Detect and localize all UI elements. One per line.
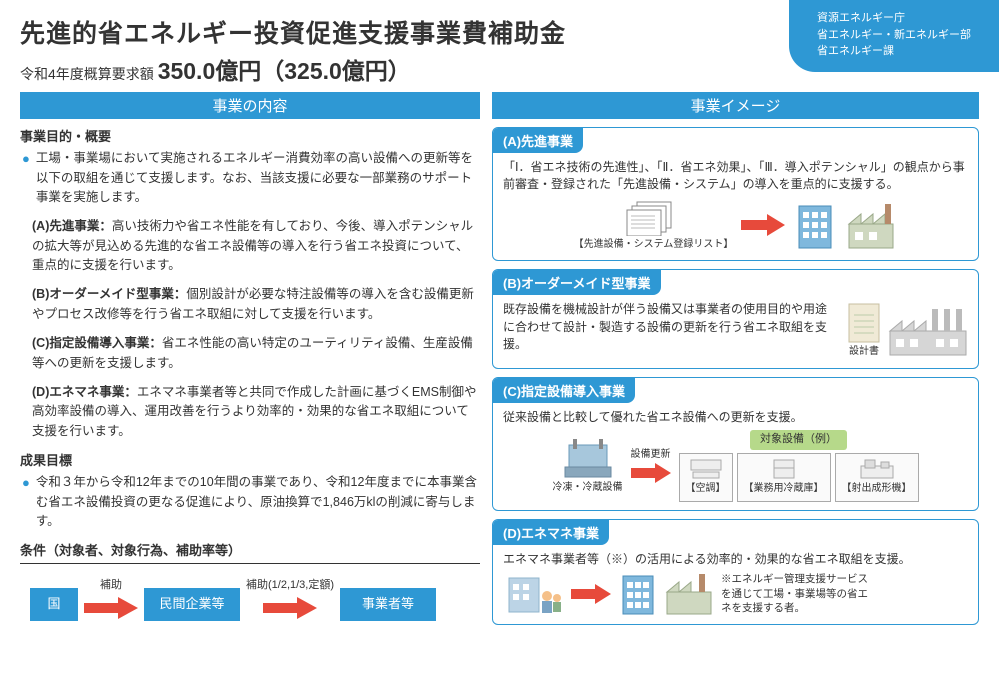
fridge-icon: [770, 458, 798, 480]
equip-fridge-label: 【業務用冷蔵庫】: [744, 482, 824, 497]
right-column: 事業イメージ (A)先進事業 「Ⅰ．省エネ技術の先進性」、「Ⅱ．省エネ効果」、「…: [492, 92, 979, 633]
card-d-text: エネマネ事業者等（※）の活用による効率的・効果的な省エネ取組を支援。: [503, 551, 968, 568]
flow-node-business: 事業者等: [340, 570, 436, 620]
arrow-right-icon: [571, 583, 611, 605]
card-d-body: エネマネ事業者等（※）の活用による効率的・効果的な省エネ取組を支援。: [493, 545, 978, 624]
building-icon: [793, 200, 837, 250]
card-c-body: 従来設備と比較して優れた省エネ設備への更新を支援。 冷凍・冷蔵設備 設備更新: [493, 403, 978, 510]
equip-fridge: 【業務用冷蔵庫】: [737, 453, 831, 502]
factory-icon: [845, 200, 897, 250]
flow-arrow-2: 補助(1/2,1/3,定額): [246, 577, 334, 621]
card-c-illustration: 冷凍・冷蔵設備 設備更新 対象設備（例） 【空調】: [503, 430, 968, 501]
arrow-right-icon: [741, 213, 785, 237]
paragraph-c: (C)指定設備導入事業：省エネ性能の高い特定のユーティリティ設備、生産設備等への…: [32, 334, 480, 373]
card-d-note: ※エネルギー管理支援サービスを通じて工場・事業場等の省エネを支援する者。: [721, 572, 871, 616]
flow-box-business: 事業者等: [340, 588, 436, 620]
arrow-right-icon: [84, 595, 138, 621]
arrow-right-icon: [263, 595, 317, 621]
card-a-caption: 【先進設備・システム登録リスト】: [574, 238, 734, 253]
flow-box-country: 国: [30, 588, 78, 620]
card-c-text: 従来設備と比較して優れた省エネ設備への更新を支援。: [503, 409, 968, 426]
flow-node-private: 民間企業等: [144, 570, 240, 620]
goals-text: 令和３年から令和12年までの10年間の事業であり、令和12年度までに本事業含む省…: [36, 473, 480, 531]
flow-label-subsidy: 補助: [100, 577, 122, 593]
equip-aircon: 【空調】: [679, 453, 733, 502]
par-b-lead: (B)オーダーメイド型事業：: [32, 287, 186, 301]
aircon-icon: [689, 458, 723, 480]
card-b-illustration: 設計書: [846, 301, 968, 360]
equip-molding: 【射出成形機】: [835, 453, 919, 502]
card-b-body: 既存設備を機械設計が伴う設備又は事業者の使用目的や用途に合わせて設計・製造する設…: [493, 295, 978, 368]
agency-line: 省エネルギー・新エネルギー部: [817, 27, 971, 44]
purpose-bullet: ● 工場・事業場において実施されるエネルギー消費効率の高い設備への更新等を以下の…: [20, 149, 480, 207]
equip-molding-label: 【射出成形機】: [842, 482, 912, 497]
factory-icon: [665, 572, 713, 616]
bullet-dot-icon: ●: [22, 473, 30, 531]
card-a-body: 「Ⅰ．省エネ技術の先進性」、「Ⅱ．省エネ効果」、「Ⅲ．導入ポテンシャル」の観点か…: [493, 153, 978, 260]
paragraph-b: (B)オーダーメイド型事業：個別設計が必要な特注設備等の導入を含む設備更新やプロ…: [32, 285, 480, 324]
card-a-illustration: 【先進設備・システム登録リスト】: [503, 198, 968, 253]
subsidy-flowchart: 国 補助 民間企業等 補助(1/2,1/3,定額): [20, 570, 480, 620]
subtitle-prefix: 令和4年度概算要求額: [20, 66, 158, 82]
equip-header: 対象設備（例）: [750, 430, 847, 450]
flow-box-private: 民間企業等: [144, 588, 240, 620]
card-a-text: 「Ⅰ．省エネ技術の先進性」、「Ⅱ．省エネ効果」、「Ⅲ．導入ポテンシャル」の観点か…: [503, 159, 968, 194]
card-a: (A)先進事業 「Ⅰ．省エネ技術の先進性」、「Ⅱ．省エネ効果」、「Ⅲ．導入ポテン…: [492, 127, 979, 261]
left-section-title: 事業の内容: [20, 92, 480, 119]
agency-line: 資源エネルギー庁: [817, 10, 971, 27]
agency-line: 省エネルギー課: [817, 43, 971, 60]
card-c-old-label: 冷凍・冷蔵設備: [553, 481, 623, 496]
page-header: 先進的省エネルギー投資促進支援事業費補助金 令和4年度概算要求額 350.0億円…: [0, 0, 999, 92]
purpose-heading: 事業目的・概要: [20, 127, 480, 147]
flow-arrow-1: 補助: [84, 577, 138, 621]
document-icon: [846, 301, 882, 345]
flow-node-country: 国: [30, 570, 78, 620]
bullet-dot-icon: ●: [22, 149, 30, 207]
left-column: 事業の内容 事業目的・概要 ● 工場・事業場において実施されるエネルギー消費効率…: [20, 92, 480, 633]
office-people-icon: [503, 572, 563, 616]
budget-amount: 350.0億円（325.0億円）: [158, 58, 411, 84]
par-d-lead: (D)エネマネ事業：: [32, 385, 137, 399]
main-columns: 事業の内容 事業目的・概要 ● 工場・事業場において実施されるエネルギー消費効率…: [0, 92, 999, 643]
left-body: 事業目的・概要 ● 工場・事業場において実施されるエネルギー消費効率の高い設備へ…: [20, 127, 480, 621]
card-d-title: (D)エネマネ事業: [493, 520, 609, 545]
goals-heading: 成果目標: [20, 451, 480, 471]
old-equipment-icon: [563, 437, 613, 481]
card-d: (D)エネマネ事業 エネマネ事業者等（※）の活用による効率的・効果的な省エネ取組…: [492, 519, 979, 625]
card-b-title: (B)オーダーメイド型事業: [493, 270, 661, 295]
machine-icon: [859, 458, 895, 480]
flow-label-rate: 補助(1/2,1/3,定額): [246, 577, 334, 593]
card-c-update-label: 設備更新: [631, 448, 671, 463]
goals-bullet: ● 令和３年から令和12年までの10年間の事業であり、令和12年度までに本事業含…: [20, 473, 480, 531]
card-b-doc-label: 設計書: [849, 345, 879, 360]
purpose-text: 工場・事業場において実施されるエネルギー消費効率の高い設備への更新等を以下の取組…: [36, 149, 480, 207]
card-c: (C)指定設備導入事業 従来設備と比較して優れた省エネ設備への更新を支援。 冷凍…: [492, 377, 979, 511]
conditions-title: 条件（対象者、対象行為、補助率等）: [20, 541, 480, 564]
equip-aircon-label: 【空調】: [686, 482, 726, 497]
card-a-title: (A)先進事業: [493, 128, 583, 153]
paragraph-d: (D)エネマネ事業：エネマネ事業者等と共同で作成した計画に基づくEMS制御や高効…: [32, 383, 480, 441]
arrow-right-icon: [631, 462, 671, 484]
card-b-text: 既存設備を機械設計が伴う設備又は事業者の使用目的や用途に合わせて設計・製造する設…: [503, 301, 838, 360]
card-d-illustration: ※エネルギー管理支援サービスを通じて工場・事業場等の省エネを支援する者。: [503, 572, 968, 616]
card-c-title: (C)指定設備導入事業: [493, 378, 635, 403]
paragraph-a: (A)先進事業：高い技術力や省エネ性能を有しており、今後、導入ポテンシャルの拡大…: [32, 217, 480, 275]
document-list-icon: [623, 198, 683, 236]
par-a-lead: (A)先進事業：: [32, 219, 112, 233]
card-b: (B)オーダーメイド型事業 既存設備を機械設計が伴う設備又は事業者の使用目的や用…: [492, 269, 979, 369]
agency-badge: 資源エネルギー庁 省エネルギー・新エネルギー部 省エネルギー課: [789, 0, 999, 72]
right-section-title: 事業イメージ: [492, 92, 979, 119]
factory-icon: [888, 305, 968, 357]
par-c-lead: (C)指定設備導入事業：: [32, 336, 162, 350]
building-icon: [619, 572, 657, 616]
